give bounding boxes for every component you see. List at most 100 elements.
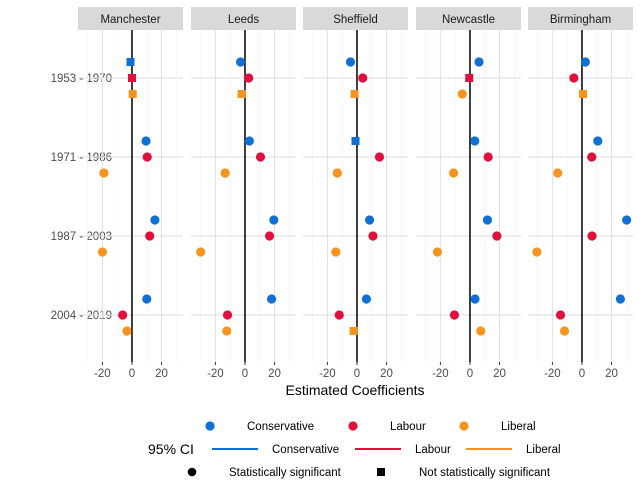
point-conservative-significant	[142, 294, 152, 304]
legend-colour-key	[459, 421, 469, 431]
x-tick-label: -20	[432, 368, 449, 380]
point-conservative-significant	[615, 294, 626, 304]
x-tick-label: 20	[380, 368, 393, 380]
legend-ci-label: Conservative	[272, 444, 339, 456]
point-liberal-not-significant	[579, 90, 588, 98]
point-labour-significant	[569, 73, 579, 83]
x-tick-label: 20	[155, 368, 168, 380]
point-liberal-significant	[331, 247, 341, 257]
point-labour-significant	[244, 73, 254, 83]
point-labour-significant	[587, 152, 597, 162]
point-labour-significant	[334, 310, 344, 320]
point-labour-significant	[145, 231, 155, 241]
point-liberal-significant	[448, 168, 459, 178]
point-conservative-significant	[269, 215, 279, 225]
y-tick-label: 1971 - 1986	[51, 152, 112, 164]
point-conservative-significant	[150, 215, 160, 225]
legend-colour-label: Conservative	[247, 421, 314, 433]
point-liberal-significant	[532, 247, 542, 257]
point-labour-significant	[492, 231, 502, 241]
x-tick-label: 0	[129, 368, 135, 380]
facet-strip	[78, 7, 183, 30]
point-liberal-significant	[476, 326, 486, 336]
legend-significant-key	[187, 467, 197, 477]
point-liberal-significant	[222, 326, 232, 336]
point-liberal-not-significant	[349, 327, 358, 335]
legend-colour-key	[348, 421, 358, 431]
point-conservative-significant	[235, 57, 246, 67]
point-conservative-significant	[593, 136, 603, 146]
point-liberal-significant	[432, 247, 443, 257]
x-tick-label: 20	[493, 368, 506, 380]
point-liberal-significant	[99, 168, 109, 178]
point-labour-significant	[142, 152, 152, 162]
point-labour-not-significant	[465, 74, 474, 82]
point-labour-significant	[483, 152, 493, 162]
point-labour-significant	[587, 231, 597, 241]
point-liberal-significant	[220, 168, 230, 178]
point-conservative-significant	[244, 136, 255, 146]
point-conservative-significant	[474, 57, 484, 67]
facet-strip	[191, 7, 296, 30]
x-tick-label: 0	[467, 368, 473, 380]
x-tick-label: -20	[94, 368, 111, 380]
facet-strip	[528, 7, 633, 30]
point-conservative-significant	[470, 294, 480, 304]
legend-not-significant-key	[377, 468, 385, 476]
legend-shape-label: Not statistically significant	[419, 467, 551, 479]
legend-colour-label: Liberal	[501, 421, 536, 433]
legend-ci-label: Labour	[415, 444, 451, 456]
point-conservative-significant	[364, 215, 375, 225]
legend-shape-label: Statistically significant	[229, 467, 342, 479]
point-liberal-significant	[553, 168, 563, 178]
point-conservative-significant	[622, 215, 632, 225]
point-liberal-significant	[122, 326, 132, 336]
point-liberal-not-significant	[237, 90, 246, 98]
point-conservative-significant	[141, 136, 151, 146]
point-conservative-significant	[470, 136, 480, 146]
legend-colour-key	[205, 421, 215, 431]
point-labour-significant	[264, 231, 275, 241]
point-liberal-not-significant	[350, 90, 359, 98]
legend-colour-label: Labour	[390, 421, 426, 433]
point-conservative-not-significant	[351, 137, 360, 145]
facet-label: Sheffield	[333, 14, 378, 26]
point-labour-not-significant	[127, 74, 136, 82]
y-tick-label: 1987 - 2003	[51, 231, 112, 243]
point-conservative-significant	[482, 215, 493, 225]
point-liberal-significant	[196, 247, 206, 257]
point-labour-significant	[449, 310, 460, 320]
point-liberal-significant	[97, 247, 108, 257]
point-conservative-not-significant	[126, 58, 135, 66]
facet-label: Manchester	[100, 14, 160, 26]
point-liberal-significant	[559, 326, 570, 336]
facet-label: Leeds	[228, 14, 260, 26]
x-tick-label: 20	[605, 368, 618, 380]
facet-label: Birmingham	[550, 14, 611, 26]
point-liberal-significant	[332, 168, 342, 178]
legend-ci-label: Liberal	[526, 444, 561, 456]
x-tick-label: 20	[268, 368, 281, 380]
point-labour-significant	[358, 73, 368, 83]
x-tick-label: 0	[242, 368, 248, 380]
point-conservative-significant	[361, 294, 372, 304]
y-tick-label: 2004 - 2019	[51, 310, 112, 322]
point-conservative-significant	[266, 294, 277, 304]
x-axis-title: Estimated Coefficients	[285, 382, 424, 398]
x-tick-label: -20	[319, 368, 336, 380]
point-labour-significant	[255, 152, 266, 162]
legend-ci-title: 95% CI	[148, 441, 194, 457]
point-liberal-significant	[457, 89, 467, 99]
point-liberal-not-significant	[128, 90, 137, 98]
point-labour-significant	[555, 310, 566, 320]
point-conservative-significant	[580, 57, 590, 67]
x-tick-label: -20	[544, 368, 561, 380]
y-tick-label: 1953 - 1970	[51, 73, 112, 85]
point-labour-significant	[222, 310, 233, 320]
facet-label: Newcastle	[442, 14, 495, 26]
point-labour-significant	[118, 310, 128, 320]
facet-strip	[303, 7, 408, 30]
x-tick-label: 0	[579, 368, 585, 380]
point-labour-significant	[368, 231, 378, 241]
